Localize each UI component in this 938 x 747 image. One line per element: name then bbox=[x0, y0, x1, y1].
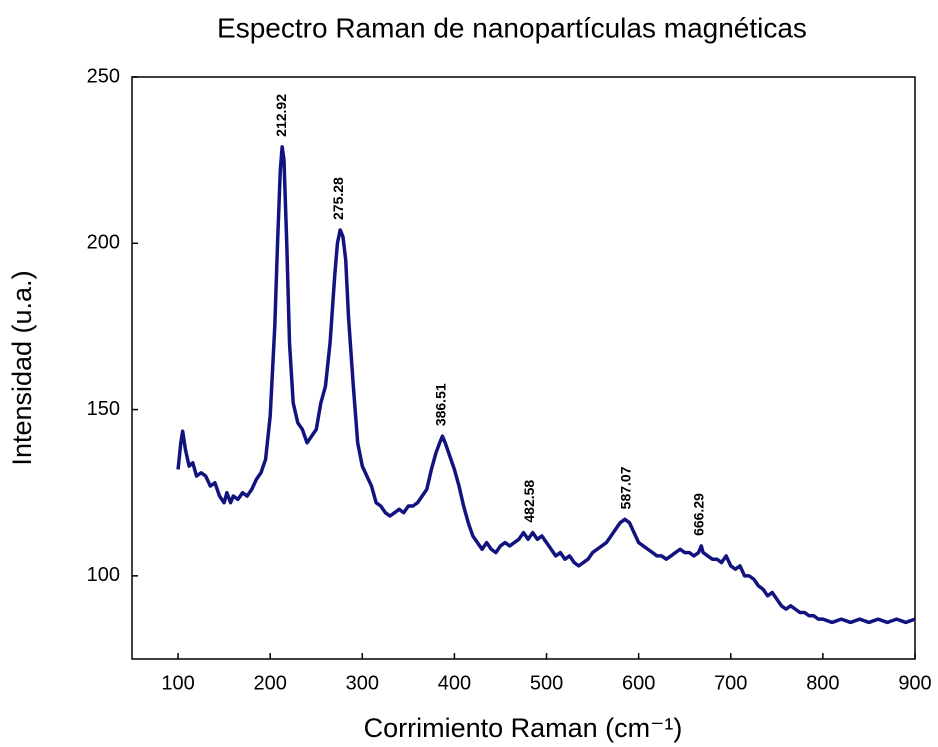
x-tick-label: 800 bbox=[806, 672, 839, 694]
y-tick-label: 250 bbox=[87, 65, 120, 87]
x-tick-label: 900 bbox=[898, 672, 931, 694]
x-axis-label: Corrimiento Raman (cm⁻¹) bbox=[364, 713, 683, 743]
plot-frame bbox=[131, 76, 916, 660]
x-tick-label: 500 bbox=[530, 672, 563, 694]
peak-label: 587.07 bbox=[617, 466, 633, 509]
chart-title: Espectro Raman de nanopartículas magnéti… bbox=[217, 12, 807, 43]
x-tick-label: 200 bbox=[253, 672, 286, 694]
x-tick-label: 700 bbox=[714, 672, 747, 694]
x-tick-label: 600 bbox=[622, 672, 655, 694]
peak-label: 482.58 bbox=[521, 480, 537, 523]
peak-label: 275.28 bbox=[330, 177, 346, 220]
y-axis-label: Intensidad (u.a.) bbox=[7, 270, 37, 465]
x-tick-label: 100 bbox=[161, 672, 194, 694]
peak-label: 386.51 bbox=[433, 383, 449, 426]
y-tick-label: 200 bbox=[87, 232, 120, 254]
spectrum-line bbox=[176, 145, 916, 625]
y-tick-label: 100 bbox=[87, 564, 120, 586]
peak-label: 666.29 bbox=[690, 493, 706, 536]
peak-label: 212.92 bbox=[273, 94, 289, 137]
y-tick-label: 150 bbox=[87, 398, 120, 420]
x-tick-label: 300 bbox=[346, 672, 379, 694]
x-tick-label: 400 bbox=[438, 672, 471, 694]
